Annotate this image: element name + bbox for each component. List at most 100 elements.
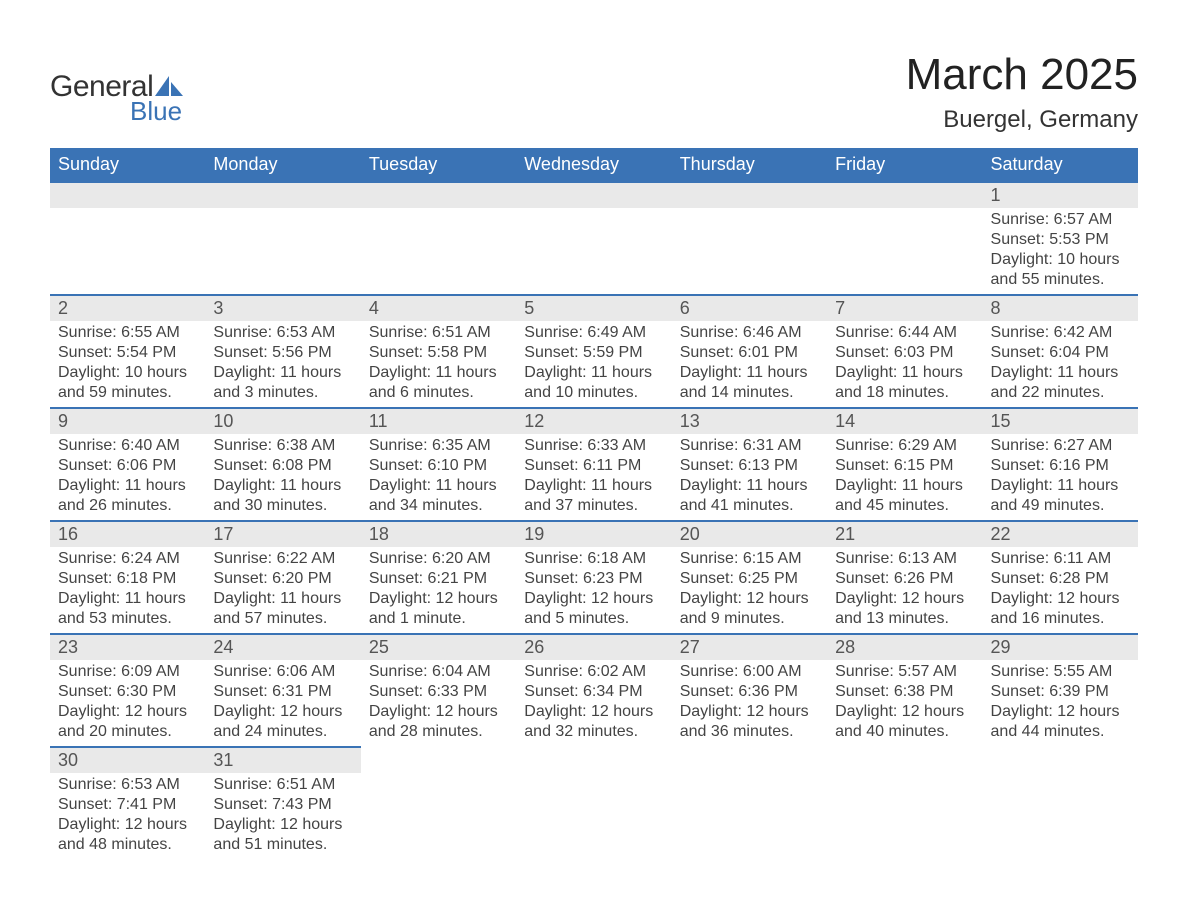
daylight-line: Daylight: 12 hours and 28 minutes.: [369, 702, 508, 742]
sunset-line: Sunset: 6:20 PM: [213, 569, 352, 589]
day-number-bar: [205, 183, 360, 208]
day-details: Sunrise: 6:27 AMSunset: 6:16 PMDaylight:…: [983, 434, 1138, 520]
sunset-line: Sunset: 6:28 PM: [991, 569, 1130, 589]
day-number-bar: [516, 747, 671, 772]
sunrise-line: Sunrise: 6:27 AM: [991, 436, 1130, 456]
day-number: 17: [205, 522, 360, 547]
weekday-header: Sunday: [50, 148, 205, 182]
sunrise-line: Sunrise: 6:31 AM: [680, 436, 819, 456]
sunrise-line: Sunrise: 6:46 AM: [680, 323, 819, 343]
sunrise-line: Sunrise: 6:49 AM: [524, 323, 663, 343]
day-details: Sunrise: 6:11 AMSunset: 6:28 PMDaylight:…: [983, 547, 1138, 633]
day-number: 2: [50, 296, 205, 321]
sunrise-line: Sunrise: 5:55 AM: [991, 662, 1130, 682]
sunrise-line: Sunrise: 6:53 AM: [213, 323, 352, 343]
sunset-line: Sunset: 5:59 PM: [524, 343, 663, 363]
calendar-empty-cell: [827, 747, 982, 859]
day-details: Sunrise: 6:53 AMSunset: 7:41 PMDaylight:…: [50, 773, 205, 859]
sunrise-line: Sunrise: 6:33 AM: [524, 436, 663, 456]
sunrise-line: Sunrise: 5:57 AM: [835, 662, 974, 682]
sunset-line: Sunset: 6:10 PM: [369, 456, 508, 476]
daylight-line: Daylight: 11 hours and 6 minutes.: [369, 363, 508, 403]
sunrise-line: Sunrise: 6:18 AM: [524, 549, 663, 569]
sunset-line: Sunset: 6:33 PM: [369, 682, 508, 702]
day-details: Sunrise: 6:24 AMSunset: 6:18 PMDaylight:…: [50, 547, 205, 633]
calendar-day-cell: 11Sunrise: 6:35 AMSunset: 6:10 PMDayligh…: [361, 408, 516, 521]
daylight-line: Daylight: 12 hours and 51 minutes.: [213, 815, 352, 855]
calendar-empty-cell: [205, 182, 360, 295]
sunset-line: Sunset: 6:18 PM: [58, 569, 197, 589]
day-number: 16: [50, 522, 205, 547]
calendar-empty-cell: [827, 182, 982, 295]
sunset-line: Sunset: 6:04 PM: [991, 343, 1130, 363]
logo: General Blue: [50, 70, 183, 127]
calendar-day-cell: 31Sunrise: 6:51 AMSunset: 7:43 PMDayligh…: [205, 747, 360, 859]
calendar-day-cell: 28Sunrise: 5:57 AMSunset: 6:38 PMDayligh…: [827, 634, 982, 747]
sunrise-line: Sunrise: 6:04 AM: [369, 662, 508, 682]
day-details: Sunrise: 6:55 AMSunset: 5:54 PMDaylight:…: [50, 321, 205, 407]
daylight-line: Daylight: 11 hours and 53 minutes.: [58, 589, 197, 629]
day-details: Sunrise: 6:42 AMSunset: 6:04 PMDaylight:…: [983, 321, 1138, 407]
sunset-line: Sunset: 6:13 PM: [680, 456, 819, 476]
calendar-day-cell: 27Sunrise: 6:00 AMSunset: 6:36 PMDayligh…: [672, 634, 827, 747]
sunrise-line: Sunrise: 6:55 AM: [58, 323, 197, 343]
day-number: 8: [983, 296, 1138, 321]
calendar-empty-cell: [983, 747, 1138, 859]
calendar-day-cell: 18Sunrise: 6:20 AMSunset: 6:21 PMDayligh…: [361, 521, 516, 634]
daylight-line: Daylight: 11 hours and 49 minutes.: [991, 476, 1130, 516]
day-details: Sunrise: 6:18 AMSunset: 6:23 PMDaylight:…: [516, 547, 671, 633]
calendar-week-row: 1Sunrise: 6:57 AMSunset: 5:53 PMDaylight…: [50, 182, 1138, 295]
calendar-day-cell: 6Sunrise: 6:46 AMSunset: 6:01 PMDaylight…: [672, 295, 827, 408]
calendar-day-cell: 17Sunrise: 6:22 AMSunset: 6:20 PMDayligh…: [205, 521, 360, 634]
sunrise-line: Sunrise: 6:51 AM: [213, 775, 352, 795]
calendar-day-cell: 19Sunrise: 6:18 AMSunset: 6:23 PMDayligh…: [516, 521, 671, 634]
daylight-line: Daylight: 12 hours and 44 minutes.: [991, 702, 1130, 742]
calendar-empty-cell: [50, 182, 205, 295]
day-number: 29: [983, 635, 1138, 660]
daylight-line: Daylight: 11 hours and 34 minutes.: [369, 476, 508, 516]
day-details: Sunrise: 6:57 AMSunset: 5:53 PMDaylight:…: [983, 208, 1138, 294]
day-number: 22: [983, 522, 1138, 547]
sunset-line: Sunset: 5:56 PM: [213, 343, 352, 363]
daylight-line: Daylight: 12 hours and 5 minutes.: [524, 589, 663, 629]
day-details: Sunrise: 6:09 AMSunset: 6:30 PMDaylight:…: [50, 660, 205, 746]
calendar-week-row: 23Sunrise: 6:09 AMSunset: 6:30 PMDayligh…: [50, 634, 1138, 747]
calendar-day-cell: 21Sunrise: 6:13 AMSunset: 6:26 PMDayligh…: [827, 521, 982, 634]
day-details: Sunrise: 6:35 AMSunset: 6:10 PMDaylight:…: [361, 434, 516, 520]
daylight-line: Daylight: 12 hours and 40 minutes.: [835, 702, 974, 742]
sunrise-line: Sunrise: 6:06 AM: [213, 662, 352, 682]
sunrise-line: Sunrise: 6:29 AM: [835, 436, 974, 456]
title-block: March 2025 Buergel, Germany: [906, 50, 1138, 134]
day-number-bar: [50, 183, 205, 208]
day-number: 9: [50, 409, 205, 434]
calendar-day-cell: 24Sunrise: 6:06 AMSunset: 6:31 PMDayligh…: [205, 634, 360, 747]
calendar-day-cell: 26Sunrise: 6:02 AMSunset: 6:34 PMDayligh…: [516, 634, 671, 747]
day-details: Sunrise: 6:20 AMSunset: 6:21 PMDaylight:…: [361, 547, 516, 633]
day-number-bar: [827, 183, 982, 208]
sunrise-line: Sunrise: 6:42 AM: [991, 323, 1130, 343]
day-details: Sunrise: 6:22 AMSunset: 6:20 PMDaylight:…: [205, 547, 360, 633]
day-number-bar: [983, 747, 1138, 772]
calendar-day-cell: 1Sunrise: 6:57 AMSunset: 5:53 PMDaylight…: [983, 182, 1138, 295]
sunset-line: Sunset: 7:43 PM: [213, 795, 352, 815]
daylight-line: Daylight: 11 hours and 3 minutes.: [213, 363, 352, 403]
day-number-bar: [361, 183, 516, 208]
day-details: Sunrise: 6:51 AMSunset: 7:43 PMDaylight:…: [205, 773, 360, 859]
daylight-line: Daylight: 12 hours and 16 minutes.: [991, 589, 1130, 629]
daylight-line: Daylight: 12 hours and 24 minutes.: [213, 702, 352, 742]
calendar-week-row: 2Sunrise: 6:55 AMSunset: 5:54 PMDaylight…: [50, 295, 1138, 408]
day-details: Sunrise: 5:57 AMSunset: 6:38 PMDaylight:…: [827, 660, 982, 746]
sunset-line: Sunset: 6:23 PM: [524, 569, 663, 589]
daylight-line: Daylight: 11 hours and 26 minutes.: [58, 476, 197, 516]
calendar-day-cell: 20Sunrise: 6:15 AMSunset: 6:25 PMDayligh…: [672, 521, 827, 634]
weekday-header: Friday: [827, 148, 982, 182]
day-number: 20: [672, 522, 827, 547]
calendar-empty-cell: [516, 182, 671, 295]
daylight-line: Daylight: 11 hours and 45 minutes.: [835, 476, 974, 516]
day-number: 24: [205, 635, 360, 660]
calendar-empty-cell: [361, 747, 516, 859]
sunset-line: Sunset: 6:03 PM: [835, 343, 974, 363]
calendar-day-cell: 8Sunrise: 6:42 AMSunset: 6:04 PMDaylight…: [983, 295, 1138, 408]
calendar-day-cell: 9Sunrise: 6:40 AMSunset: 6:06 PMDaylight…: [50, 408, 205, 521]
day-number: 25: [361, 635, 516, 660]
